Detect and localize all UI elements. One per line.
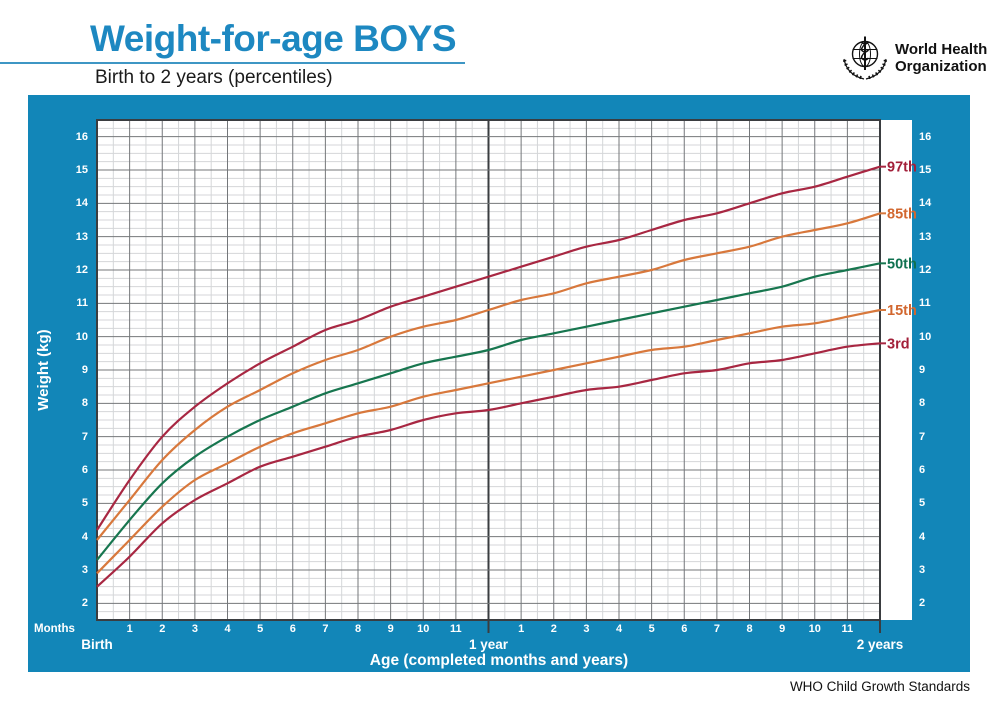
y-axis-tick-right: 11 [919,297,931,310]
x-axis-month-tick: 4 [224,623,231,635]
y-axis-tick-left: 2 [81,597,88,610]
title-divider [0,62,465,64]
percentile-chart-svg: 97th 85th 50th 15th 3rd [96,119,917,633]
chart-plot-area: 97th 85th 50th 15th 3rd [96,119,917,633]
x-axis-anchor-2-years: 2 years [856,637,904,652]
y-axis-tick-right: 15 [919,164,932,176]
page-subtitle: Birth to 2 years (percentiles) [95,67,333,88]
y-axis-tick-left: 14 [75,197,88,210]
who-logo: World Health Organization [840,33,987,83]
x-axis-month-tick: 8 [746,623,753,635]
y-axis-tick-left: 4 [81,530,88,543]
x-axis-month-tick: 3 [583,623,590,635]
chart-panel: 97th 85th 50th 15th 3rd Weight (kg) Months A… [28,95,970,672]
who-emblem-icon [842,36,888,80]
y-axis-tick-right: 2 [919,597,926,610]
x-axis-month-tick: 2 [550,623,557,635]
y-axis-tick-right: 3 [919,564,926,576]
percentile-label-3rd: 3rd [887,336,910,352]
y-axis-tick-left: 12 [75,264,88,276]
y-axis-tick-left: 15 [75,164,88,176]
y-axis-tick-left: 11 [76,297,88,310]
percentile-curve-15th [96,308,881,575]
percentile-curve-85th [96,212,881,541]
y-axis-tick-right: 6 [919,464,926,476]
percentile-label-50th: 50th [887,256,917,272]
x-axis-month-tick: 3 [191,623,198,635]
x-axis-month-tick: 10 [808,623,821,635]
x-axis-month-tick: 9 [779,623,786,635]
x-axis-month-tick: 7 [322,623,329,635]
percentile-label-15th: 15th [887,303,917,319]
percentile-label-97th: 97th [887,160,917,176]
who-logo-line2: Organization [895,58,987,75]
x-axis-month-tick: 5 [257,623,264,635]
x-axis-month-tick: 1 [126,623,133,635]
x-axis-month-tick: 6 [289,623,296,635]
y-axis-tick-right: 16 [919,130,932,143]
y-axis-tick-left: 3 [81,564,88,576]
y-axis-tick-right: 8 [919,397,926,410]
x-axis-month-tick: 4 [615,623,623,635]
x-axis-month-tick: 7 [713,623,720,635]
y-axis-tick-left: 8 [81,397,88,410]
percentile-curve-97th [96,165,881,531]
x-axis-month-tick: 11 [841,623,854,635]
y-axis-tick-right: 13 [919,230,932,243]
y-axis-tick-right: 9 [919,364,926,376]
y-axis-tick-left: 9 [81,364,88,376]
y-axis-tick-left: 7 [81,430,88,443]
percentile-curve-3rd [96,342,881,588]
x-axis-month-tick: 6 [681,623,688,635]
y-axis-tick-right: 12 [919,264,932,276]
y-axis-tick-right: 14 [919,197,932,210]
page-title: Weight-for-age BOYS [90,18,457,59]
x-axis-title: Age (completed months and years) [369,652,629,669]
x-axis-month-tick: 11 [450,623,462,635]
who-logo-text: World Health Organization [895,41,987,75]
months-row-label: Months [34,623,75,635]
who-logo-line1: World Health [895,41,988,58]
x-axis-month-tick: 8 [354,623,362,635]
x-axis-month-tick: 5 [648,623,655,635]
y-axis-tick-left: 5 [81,497,88,510]
y-axis-tick-left: 6 [81,464,88,476]
y-axis-tick-right: 7 [919,430,926,443]
percentile-curve-50th [96,262,881,561]
y-axis-tick-right: 5 [919,497,926,510]
x-axis-month-tick: 9 [387,623,394,635]
y-axis-tick-left: 16 [75,130,88,143]
y-axis-tick-left: 13 [75,230,88,243]
x-axis-month-tick: 2 [159,623,166,635]
x-axis-anchor-1-year: 1 year [468,637,509,652]
y-axis-tick-left: 10 [75,330,88,343]
x-axis-anchor-birth: Birth [81,637,113,652]
y-axis-tick-right: 4 [919,530,926,543]
x-axis-month-tick: 1 [518,623,525,635]
y-axis-tick-right: 10 [919,330,932,343]
x-axis-month-tick: 10 [417,623,430,635]
footer-note: WHO Child Growth Standards [789,679,970,694]
percentile-label-85th: 85th [887,206,917,222]
